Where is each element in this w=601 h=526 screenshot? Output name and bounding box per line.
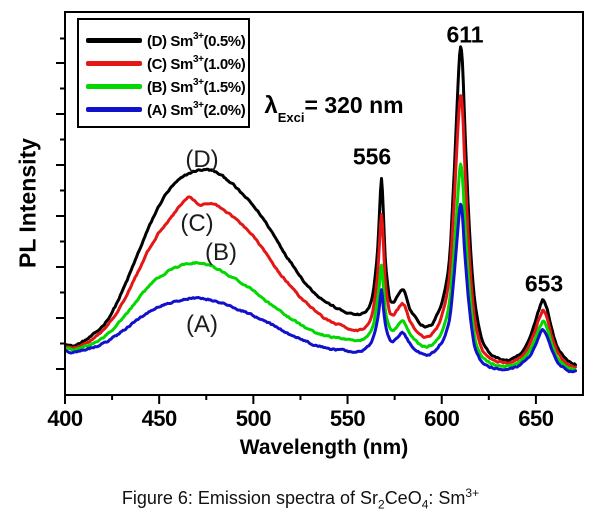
lambda-symbol: λ: [264, 92, 278, 120]
peak-label-556: 556: [352, 143, 392, 170]
curve-label-C: (C): [180, 210, 214, 237]
legend-item-C: (C) Sm3+(1.0%): [86, 52, 248, 75]
emission-spectra-chart: 400 450 500 550 600 650: [47, 11, 584, 431]
legend: (D) Sm3+(0.5%) (C) Sm3+(1.0%) (B) Sm3+(1…: [77, 18, 250, 128]
series-curve-B: [65, 162, 577, 373]
y-axis-ticks: [56, 37, 65, 370]
peak-label-611: 611: [446, 21, 484, 48]
legend-line-swatch-black: [86, 38, 142, 43]
legend-label-A: (A) Sm3+(2.0%): [147, 99, 246, 119]
curve-label-D: (D): [185, 146, 219, 173]
excitation-value: = 320 nm: [304, 92, 404, 119]
legend-line-swatch-blue: [86, 107, 142, 112]
x-axis-title: Wavelength (nm): [239, 436, 409, 459]
legend-line-swatch-green: [86, 84, 142, 89]
plot-area: 400 450 500 550 600 650 PL Intensity Waveleng…: [14, 11, 584, 459]
series-curve-D: [65, 45, 577, 367]
x-tick-label: 650: [518, 406, 553, 431]
figure-caption: Figure 6: Emission spectra of Sr2CeO4: S…: [121, 486, 480, 512]
x-tick-label: 600: [424, 406, 459, 431]
legend-label-C: (C) Sm3+(1.0%): [147, 53, 246, 73]
legend-item-D: (D) Sm3+(0.5%): [86, 29, 248, 52]
curve-label-A: (A): [186, 311, 218, 338]
series-curve-A: [65, 202, 577, 374]
x-tick-label: 450: [142, 406, 177, 431]
legend-line-swatch-red: [86, 61, 142, 66]
curve-label-B: (B): [205, 239, 237, 266]
series-curves: [65, 45, 577, 374]
plot-frame: [64, 11, 584, 396]
x-axis-ticks: [64, 395, 537, 404]
excitation-subscript: Exci: [277, 109, 305, 125]
legend-item-A: (A) Sm3+(2.0%): [86, 98, 248, 121]
legend-label-D: (D) Sm3+(0.5%): [147, 30, 246, 50]
y-axis-title: PL Intensity: [14, 138, 41, 268]
x-tick-label: 550: [330, 406, 365, 431]
legend-item-B: (B) Sm3+(1.5%): [86, 75, 248, 98]
legend-label-B: (B) Sm3+(1.5%): [147, 76, 246, 96]
x-tick-label: 500: [236, 406, 271, 431]
x-tick-label: 400: [47, 406, 82, 431]
peak-label-653: 653: [524, 270, 564, 297]
excitation-annotation: λExci= 320 nm: [264, 92, 404, 125]
series-curve-C: [65, 94, 577, 370]
